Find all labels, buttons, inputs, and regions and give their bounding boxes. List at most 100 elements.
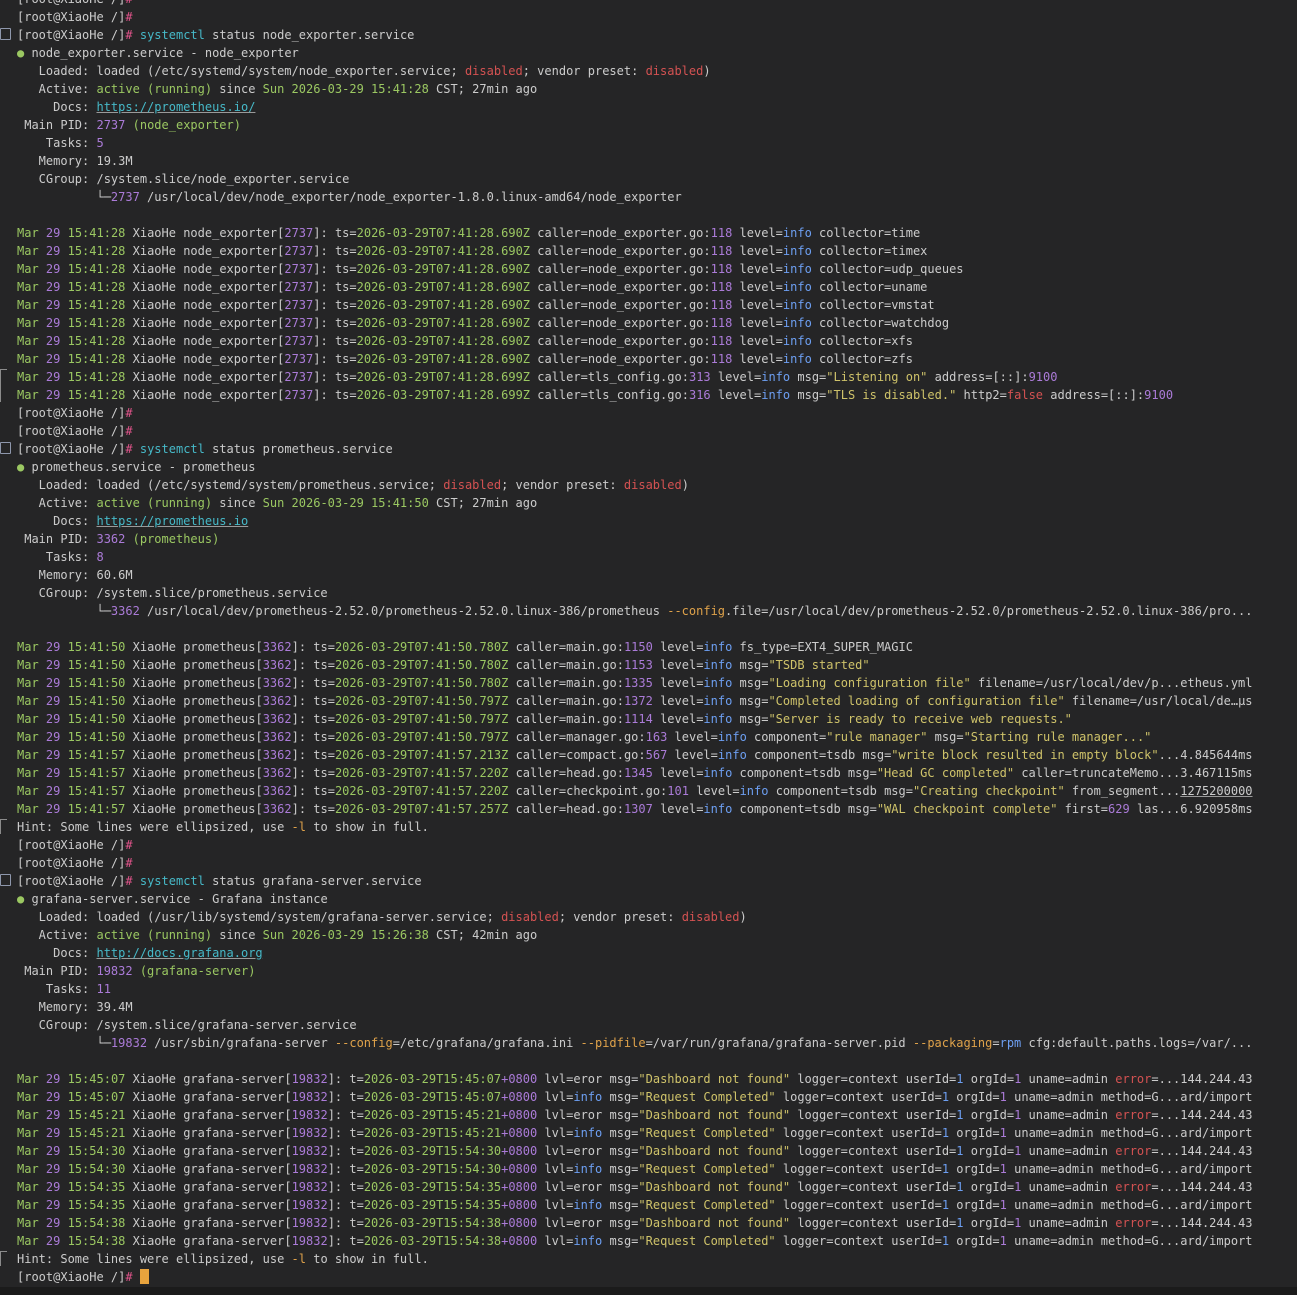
link[interactable]: https://prometheus.io/ xyxy=(96,100,256,114)
text-segment: Loaded: loaded (/etc/systemd/system/prom… xyxy=(17,478,444,492)
link[interactable]: https://prometheus.io xyxy=(96,514,249,528)
text-segment: uname=admin method=G...ard/import xyxy=(1006,1234,1253,1248)
text-segment: 19832 xyxy=(291,1180,328,1194)
text-segment: info xyxy=(761,388,791,402)
terminal-line: Hint: Some lines were ellipsized, use -l… xyxy=(0,1250,1297,1268)
text-segment xyxy=(39,388,46,402)
text-segment: 15:41:50 xyxy=(67,694,126,708)
text-segment: info xyxy=(573,1162,603,1176)
text-segment: 15:45:21 xyxy=(67,1126,126,1140)
text-segment: collector=watchdog xyxy=(811,316,950,330)
text-segment: 1 xyxy=(956,1144,964,1158)
text-segment: false xyxy=(1006,388,1044,402)
text-segment: active (running) xyxy=(96,928,213,942)
text-segment: 15:54:30 xyxy=(67,1144,126,1158)
text-segment xyxy=(39,676,46,690)
text-segment: ]: ts= xyxy=(291,640,335,654)
terminal-line: Mar 29 15:41:50 XiaoHe prometheus[3362]:… xyxy=(17,656,1297,674)
text-segment: Mar xyxy=(17,1144,39,1158)
text-segment: caller=tls_config.go: xyxy=(530,370,689,384)
terminal-line: Docs: https://prometheus.io/ xyxy=(17,98,1297,116)
text-segment: 1 xyxy=(941,1198,950,1212)
text-segment: XiaoHe grafana-server[ xyxy=(125,1162,292,1176)
text-segment xyxy=(39,298,46,312)
text-segment: 118 xyxy=(710,226,733,240)
text-segment: lvl=eror msg= xyxy=(537,1072,639,1086)
text-segment: level= xyxy=(667,748,718,762)
text-segment: msg= xyxy=(602,1162,639,1176)
text-segment: 1335 xyxy=(623,676,653,690)
terminal-line: CGroup: /system.slice/node_exporter.serv… xyxy=(17,170,1297,188)
text-segment: 1 xyxy=(941,1162,950,1176)
text-segment: ]: ts= xyxy=(313,298,357,312)
text-segment: level= xyxy=(652,640,704,654)
text-segment: XiaoHe node_exporter[ xyxy=(125,316,285,330)
text-segment: caller=main.go: xyxy=(508,640,624,654)
command-decoration-icon[interactable] xyxy=(0,442,11,454)
terminal-line: Mar 29 15:54:30 XiaoHe grafana-server[19… xyxy=(17,1142,1297,1160)
text-segment: to show in full. xyxy=(306,1252,429,1266)
text-segment: lvl=eror msg= xyxy=(537,1108,639,1122)
text-segment: 118 xyxy=(710,316,733,330)
command-decoration-icon[interactable] xyxy=(0,874,11,886)
text-segment: since xyxy=(212,496,263,510)
text-segment: 2026-03-29T07:41:57.257Z xyxy=(334,802,509,816)
text-segment xyxy=(39,694,46,708)
text-segment: Mar xyxy=(17,298,39,312)
text-segment xyxy=(60,748,67,762)
terminal-line: Mar 29 15:41:28 XiaoHe node_exporter[273… xyxy=(17,242,1297,260)
terminal-line: Tasks: 8 xyxy=(17,548,1297,566)
text-segment: 2737 xyxy=(284,334,314,348)
text-segment: 15:45:07 xyxy=(67,1072,126,1086)
text-segment xyxy=(39,1198,46,1212)
text-segment: -l xyxy=(291,1252,306,1266)
text-segment: info xyxy=(703,802,733,816)
text-segment: error xyxy=(1115,1144,1152,1158)
text-segment: uname=admin xyxy=(1021,1072,1116,1086)
terminal-line: Mar 29 15:41:50 XiaoHe prometheus[3362]:… xyxy=(17,728,1297,746)
text-segment: disabled xyxy=(681,910,740,924)
text-segment: orgId= xyxy=(949,1090,1000,1104)
text-segment: msg= xyxy=(927,730,964,744)
text-segment: Sun 2026-03-29 15:41:28 xyxy=(262,82,429,96)
text-segment: node_exporter.service - node_exporter xyxy=(31,46,299,60)
text-segment: ]: t= xyxy=(327,1126,364,1140)
text-segment: orgId= xyxy=(963,1072,1015,1086)
terminal-line xyxy=(17,620,1297,638)
terminal-line: Memory: 19.3M xyxy=(17,152,1297,170)
text-segment: 29 xyxy=(45,1180,61,1194)
text-segment: 15:41:28 xyxy=(67,334,126,348)
text-segment: # xyxy=(125,28,133,42)
terminal-line: [root@XiaoHe /]# xyxy=(17,404,1297,422)
text-segment: 1153 xyxy=(623,658,653,672)
text-segment: info xyxy=(573,1234,603,1248)
terminal-line: CGroup: /system.slice/grafana-server.ser… xyxy=(17,1016,1297,1034)
terminal-line: [root@XiaoHe /]# systemctl status node_e… xyxy=(0,26,1297,44)
text-segment: Mar xyxy=(17,658,39,672)
text-segment: 29 xyxy=(45,352,61,366)
text-segment: ]: ts= xyxy=(313,262,357,276)
text-segment: level= xyxy=(732,334,783,348)
text-segment: collector=vmstat xyxy=(811,298,935,312)
text-segment: 1114 xyxy=(623,712,653,726)
text-segment: 2026-03-29T07:41:28.690Z xyxy=(356,298,531,312)
text-segment: 1372 xyxy=(623,694,653,708)
text-segment: XiaoHe node_exporter[ xyxy=(125,352,285,366)
text-segment: 15:54:35 xyxy=(67,1180,126,1194)
text-segment: .file=/usr/local/dev/prometheus-2.52.0/p… xyxy=(725,604,1253,618)
text-segment: ]: t= xyxy=(327,1144,364,1158)
command-decoration-icon[interactable] xyxy=(0,28,11,40)
text-segment: Mar xyxy=(17,388,39,402)
text-segment: "Request Completed" xyxy=(638,1234,776,1248)
text-segment: ]: t= xyxy=(327,1216,364,1230)
text-segment: Mar xyxy=(17,352,39,366)
text-segment xyxy=(60,1090,67,1104)
text-segment: 29 xyxy=(45,1234,61,1248)
text-segment: Mar xyxy=(17,244,39,258)
text-segment: lvl=eror msg= xyxy=(537,1180,639,1194)
text-segment: Mar xyxy=(17,334,39,348)
text-segment xyxy=(60,1126,67,1140)
link[interactable]: http://docs.grafana.org xyxy=(96,946,263,960)
text-segment: 567 xyxy=(645,748,668,762)
